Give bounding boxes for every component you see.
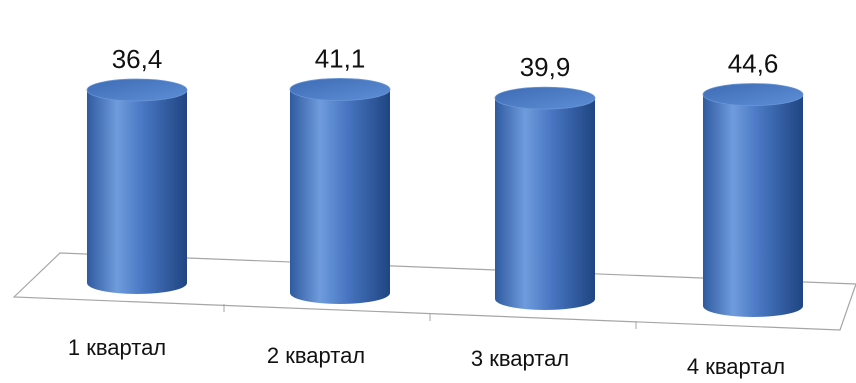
- floor-plane: [12, 252, 856, 331]
- value-label: 39,9: [520, 52, 571, 82]
- bar-body: [703, 94, 803, 317]
- category-label: 1 квартал: [68, 335, 166, 360]
- chart-floor: [12, 252, 856, 331]
- bar-3: [494, 86, 596, 310]
- bar-top: [494, 86, 596, 110]
- bar-2: [289, 78, 391, 304]
- value-label: 41,1: [315, 43, 366, 73]
- bar-body: [87, 90, 187, 294]
- bar-top: [86, 78, 188, 102]
- category-label: 2 квартал: [267, 343, 365, 368]
- bar-1: [86, 78, 188, 294]
- bar-4: [702, 83, 804, 317]
- value-label: 36,4: [112, 44, 163, 74]
- category-label: 4 квартал: [687, 354, 785, 379]
- bars-layer: [86, 78, 804, 317]
- bar-body: [495, 98, 595, 310]
- value-label: 44,6: [728, 49, 779, 79]
- category-label: 3 квартал: [471, 346, 569, 371]
- category-labels-layer: 1 квартал 2 квартал 3 квартал 4 квартал: [68, 335, 785, 379]
- bar-top: [289, 78, 391, 101]
- value-labels-layer: 36,4 41,1 39,9 44,6: [112, 43, 779, 82]
- bar-body: [290, 89, 390, 304]
- bar-top: [702, 83, 804, 106]
